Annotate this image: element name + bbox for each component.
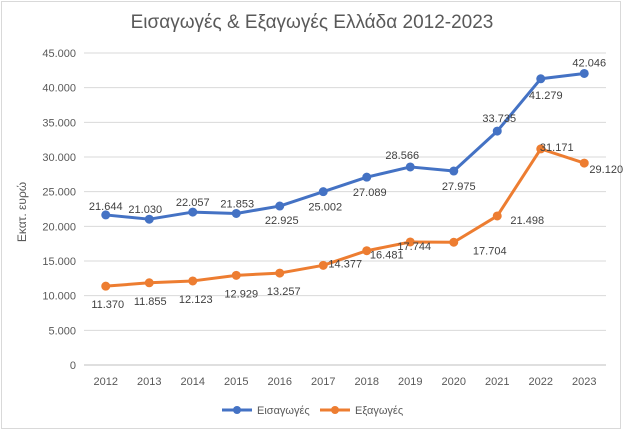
data-point [188, 207, 198, 217]
data-point [362, 172, 372, 182]
legend-swatch-marker [331, 406, 339, 414]
x-tick-label: 2012 [94, 376, 118, 388]
x-axis-ticks: 2012 2013 2014 2015 2016 2017 2018 2019 2020 2021… [94, 376, 597, 388]
data-point [231, 270, 241, 280]
y-tick-label: 10.000 [42, 291, 76, 303]
data-point [449, 166, 459, 176]
data-point [362, 246, 372, 256]
data-point [536, 144, 546, 154]
gridlines [84, 52, 606, 366]
data-label: 22.057 [176, 197, 210, 209]
data-label: 21.644 [89, 201, 123, 213]
data-label: 12.929 [224, 288, 258, 300]
x-tick-label: 2017 [311, 376, 335, 388]
data-label: 33.735 [482, 113, 516, 125]
series-lines [101, 68, 589, 291]
data-label: 29.120 [589, 164, 623, 176]
x-tick-label: 2023 [572, 376, 596, 388]
data-point [492, 126, 502, 136]
x-tick-label: 2021 [485, 376, 509, 388]
data-label: 42.046 [572, 57, 606, 69]
data-label: 12.123 [179, 294, 213, 306]
data-point [405, 237, 415, 247]
x-tick-label: 2018 [355, 376, 379, 388]
x-tick-label: 2016 [268, 376, 292, 388]
legend-swatch-marker [233, 406, 241, 414]
data-label: 13.257 [267, 286, 301, 298]
data-label: 21.853 [220, 198, 254, 210]
data-point [231, 208, 241, 218]
data-point [579, 158, 589, 168]
data-point [101, 281, 111, 291]
legend-label: Εισαγωγές [257, 405, 310, 417]
data-label: 21.030 [128, 204, 162, 216]
data-point [318, 187, 328, 197]
data-label: 25.002 [308, 202, 342, 214]
data-point [492, 211, 502, 221]
data-point [101, 210, 111, 220]
data-label: 11.855 [134, 296, 167, 308]
y-tick-label: 20.000 [42, 221, 76, 233]
data-label: 28.566 [385, 150, 419, 162]
y-tick-label: 0 [70, 360, 76, 372]
data-point [188, 276, 198, 286]
y-tick-label: 25.000 [42, 187, 76, 199]
series-line-imports [105, 71, 585, 221]
data-point [144, 278, 154, 288]
y-axis-label: Εκατ. ευρώ [15, 182, 29, 242]
x-tick-label: 2015 [224, 376, 248, 388]
x-tick-label: 2022 [529, 376, 553, 388]
legend: Εισαγωγές Εξαγωγές [222, 405, 403, 417]
data-label: 14.377 [328, 258, 362, 270]
data-label: 17.704 [473, 245, 507, 257]
data-label: 16.481 [370, 250, 404, 262]
y-tick-label: 40.000 [42, 83, 76, 95]
y-tick-label: 5.000 [48, 325, 76, 337]
data-point [536, 74, 546, 84]
legend-label: Εξαγωγές [355, 405, 403, 417]
data-point [318, 260, 328, 270]
x-tick-label: 2014 [181, 376, 205, 388]
data-label: 27.975 [442, 181, 476, 193]
data-label: 22.925 [265, 215, 299, 227]
data-labels: 21.644 21.030 22.057 21.853 22.925 25.002 27.0… [89, 57, 623, 311]
data-label: 21.498 [510, 215, 544, 227]
legend-item-exports: Εξαγωγές [320, 405, 403, 417]
chart-title: Εισαγωγές & Εξαγωγές Ελλάδα 2012-2023 [130, 12, 494, 33]
data-point [144, 214, 154, 224]
data-label: 17.744 [397, 241, 431, 253]
data-label: 27.089 [353, 187, 387, 199]
data-point [579, 68, 589, 78]
series-line-exports [105, 147, 585, 288]
data-label: 41.279 [529, 90, 563, 102]
y-tick-label: 15.000 [42, 256, 76, 268]
data-point [449, 237, 459, 247]
x-tick-label: 2013 [137, 376, 161, 388]
data-label: 11.370 [91, 299, 124, 311]
y-tick-label: 30.000 [42, 152, 76, 164]
data-label: 31.171 [540, 142, 574, 154]
y-axis-ticks: 0 5.000 10.000 15.000 20.000 25.000 30.000 35.0… [42, 48, 76, 372]
x-tick-label: 2020 [442, 376, 466, 388]
legend-item-imports: Εισαγωγές [222, 405, 310, 417]
y-tick-label: 45.000 [42, 48, 76, 60]
x-tick-label: 2019 [398, 376, 422, 388]
data-point [275, 201, 285, 211]
data-point [405, 162, 415, 172]
data-point [275, 268, 285, 278]
y-tick-label: 35.000 [42, 117, 76, 129]
